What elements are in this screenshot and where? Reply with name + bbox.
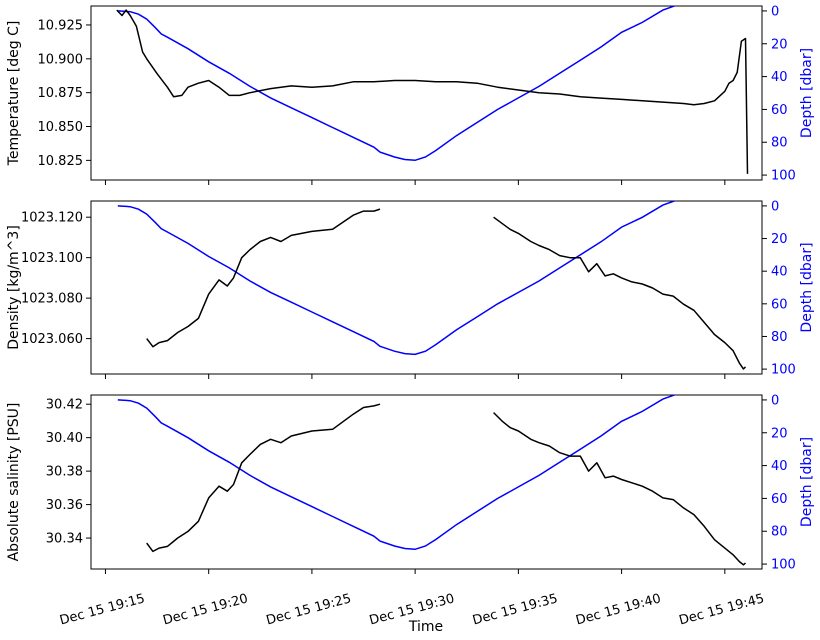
depth-tick-label: 0 [771, 4, 779, 19]
y-tick-label: 1023.100 [21, 251, 83, 266]
y-axis-label: Absolute salinity [PSU] [6, 403, 22, 562]
panel-3: 30.34 30.36 30.38 30.40 30.42 0 20 40 60 80 100 Abs… [6, 393, 815, 574]
depth-tick-label: 40 [771, 459, 788, 474]
y-tick-label: 10.875 [38, 86, 84, 101]
y-tick-label: 10.825 [38, 154, 84, 169]
depth-tick-label: 0 [771, 393, 779, 408]
y-tick-label: 10.850 [38, 120, 84, 135]
depth-tick-label: 0 [771, 199, 779, 214]
y-tick-label: 10.900 [38, 52, 84, 67]
depth-series-line [117, 201, 677, 356]
depth-tick-label: 40 [771, 265, 788, 280]
depth-tick-label: 100 [771, 169, 796, 184]
y-tick-label: 1023.080 [21, 292, 83, 307]
y-tick-label: 30.42 [46, 398, 83, 413]
y-tick-label: 30.34 [46, 532, 83, 547]
data-series-line [493, 216, 747, 370]
depth-tick-label: 20 [771, 232, 788, 247]
panel-2: 1023.060 1023.080 1023.100 1023.120 0 20 40 60 8… [6, 199, 815, 379]
y-axis-label: Temperature [deg C] [6, 21, 22, 167]
y-tick-label: 1023.060 [21, 332, 83, 347]
depth-series-line [117, 6, 677, 162]
y-tick-label: 30.38 [46, 465, 83, 480]
y-tick-label: 10.925 [38, 18, 84, 33]
depth-tick-label: 100 [771, 558, 796, 573]
depth-axis-label: Depth [dbar] [799, 242, 815, 332]
depth-tick-label: 20 [771, 426, 788, 441]
data-series-line [146, 208, 381, 348]
y-tick-label: 30.36 [46, 498, 83, 513]
depth-tick-label: 60 [771, 103, 788, 118]
y-axis-label: Density [kg/m^3] [6, 225, 22, 350]
panel-1: 10.825 10.850 10.875 10.900 10.925 0 20 40 60 80 1… [6, 4, 815, 185]
depth-tick-label: 40 [771, 70, 788, 85]
depth-tick-label: 60 [771, 492, 788, 507]
depth-tick-label: 80 [771, 525, 788, 540]
depth-tick-label: 20 [771, 37, 788, 52]
data-series-line [493, 412, 746, 566]
depth-axis-label: Depth [dbar] [799, 437, 815, 527]
y-tick-label: 1023.120 [21, 211, 83, 226]
panel-frame [90, 200, 763, 375]
depth-tick-label: 100 [771, 363, 796, 378]
data-series-line [146, 403, 381, 553]
y-tick-label: 30.40 [46, 431, 83, 446]
depth-tick-label: 80 [771, 330, 788, 345]
depth-series-line [117, 395, 677, 551]
x-axis-label: Time [408, 619, 443, 635]
depth-tick-label: 80 [771, 136, 788, 151]
depth-axis-label: Depth [dbar] [799, 48, 815, 138]
depth-tick-label: 60 [771, 297, 788, 312]
panel-frame [90, 394, 763, 570]
data-series-line [116, 9, 749, 174]
